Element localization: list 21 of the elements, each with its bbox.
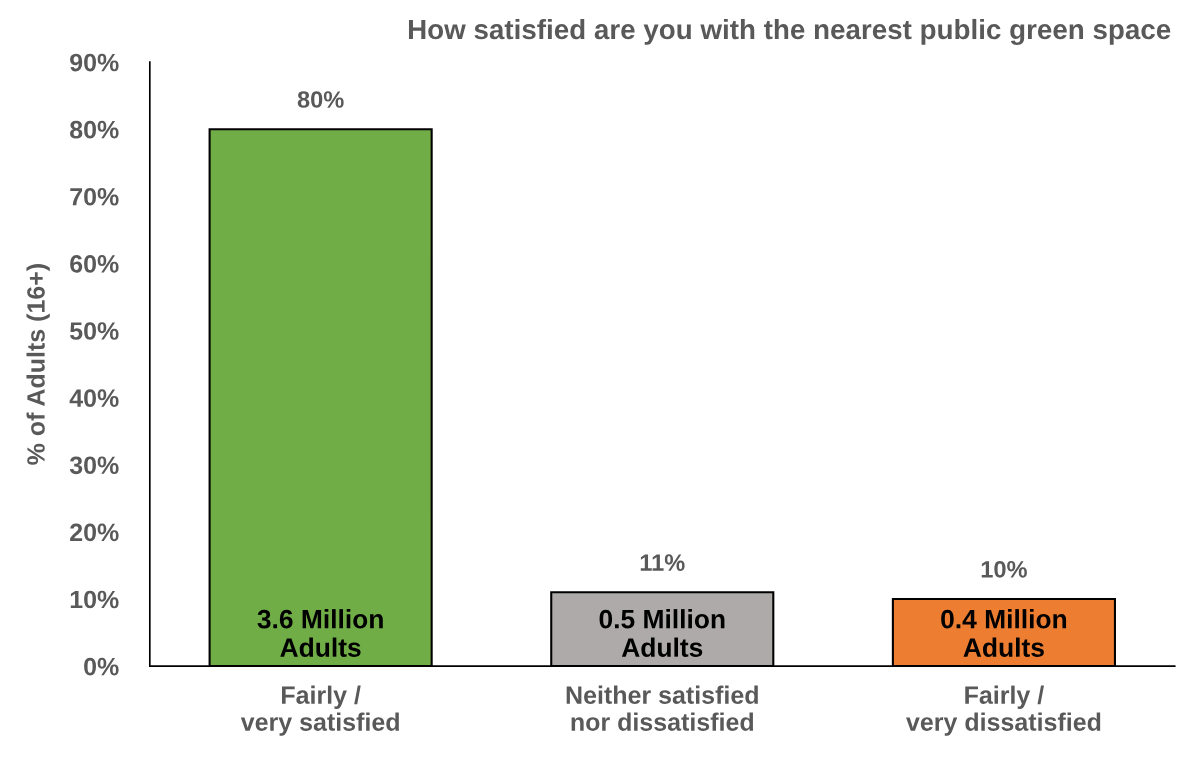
y-tick-label: 70% — [70, 187, 119, 206]
y-tick-label: 10% — [70, 590, 119, 609]
annotation: 0.4 Million Adults — [941, 609, 1067, 657]
annotation: 3.6 Million Adults — [257, 609, 383, 657]
y-tick-label: 30% — [69, 456, 119, 475]
y-tick-label: 0% — [84, 657, 119, 676]
data-label: 10% — [981, 560, 1027, 578]
data-label: 11% — [640, 554, 685, 571]
y-tick-label: 20% — [70, 523, 119, 542]
x-tick-label: Neither satisfied nor dissatisfied — [566, 685, 758, 731]
x-tick-label: Fairly / very satisfied — [240, 685, 399, 736]
y-tick-label: 40% — [69, 389, 119, 407]
x-tick-label: Fairly / very dissatisfied — [906, 685, 1101, 736]
annotation: 0.5 Million Adults — [599, 609, 725, 657]
y-axis-title: % of Adults (16+) — [26, 264, 50, 465]
y-tick-label: 60% — [70, 255, 119, 273]
y-tick-label: 80% — [70, 120, 119, 139]
y-tick-label: 50% — [69, 322, 119, 340]
chart-title: How satisfied are you with the nearest public green space — [408, 18, 1171, 45]
data-label: 80% — [297, 91, 344, 108]
y-tick-label: 90% — [70, 53, 119, 72]
